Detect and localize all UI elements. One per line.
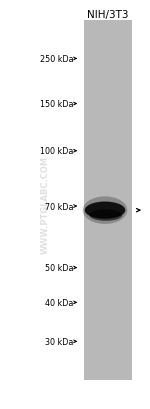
Text: 150 kDa: 150 kDa [40,100,74,109]
Bar [84,20,132,380]
Ellipse shape [83,197,127,225]
Text: WWW.PTGLABC.COM: WWW.PTGLABC.COM [40,155,50,254]
Ellipse shape [85,202,125,219]
Text: 70 kDa: 70 kDa [45,202,74,211]
Text: NIH/3T3: NIH/3T3 [87,10,129,20]
Ellipse shape [89,210,122,221]
Text: 30 kDa: 30 kDa [45,337,74,346]
Text: 100 kDa: 100 kDa [40,147,74,156]
Text: 250 kDa: 250 kDa [40,55,74,64]
Text: 50 kDa: 50 kDa [45,263,74,272]
Text: 40 kDa: 40 kDa [45,298,74,307]
